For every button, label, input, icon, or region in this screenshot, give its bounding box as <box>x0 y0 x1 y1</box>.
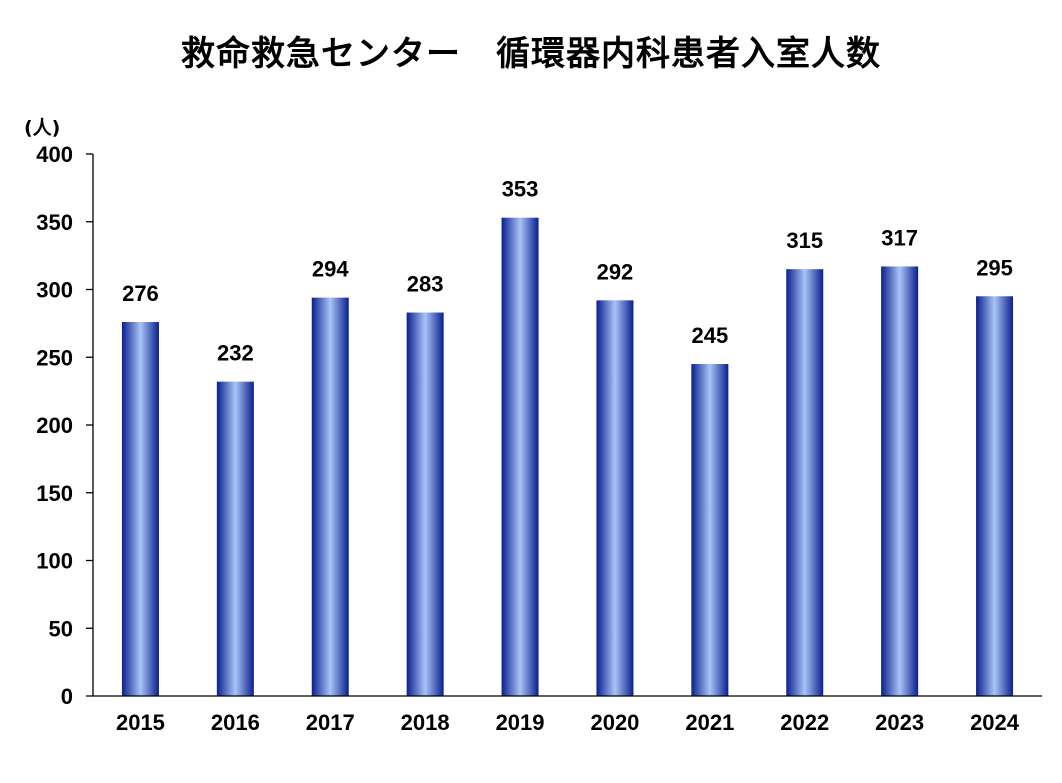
data-label-2017: 294 <box>312 257 349 282</box>
x-tick-label-2016: 2016 <box>211 710 260 735</box>
bar-2015 <box>121 322 159 696</box>
x-tick-label-2018: 2018 <box>401 710 450 735</box>
bar-2021 <box>691 364 729 696</box>
data-label-2021: 245 <box>691 323 728 348</box>
x-tick-label-2024: 2024 <box>970 710 1020 735</box>
y-tick-label: 0 <box>61 684 73 709</box>
data-label-2023: 317 <box>881 225 918 250</box>
y-tick-label: 250 <box>36 345 73 370</box>
bar-2022 <box>786 269 824 696</box>
y-axis: 0 50 100 150 200 250 300 350 400 <box>36 142 94 709</box>
x-tick-label-2021: 2021 <box>685 710 734 735</box>
data-label-2015: 276 <box>122 281 159 306</box>
bars: 276 232 294 283 353 292 245 315 317 295 <box>121 177 1014 696</box>
y-tick-label: 150 <box>36 481 73 506</box>
data-label-2020: 292 <box>597 259 634 284</box>
data-label-2019: 353 <box>502 177 539 202</box>
bar-2020 <box>596 300 634 696</box>
x-tick-label-2015: 2015 <box>116 710 165 735</box>
y-tick-label: 100 <box>36 549 73 574</box>
x-tick-label-2017: 2017 <box>306 710 355 735</box>
y-tick-label: 200 <box>36 413 73 438</box>
y-tick-label: 300 <box>36 278 73 303</box>
y-axis-unit-label: (人) <box>24 117 60 139</box>
chart-title: 救命救急センター 循環器内科患者入室人数 <box>181 34 881 74</box>
bar-2018 <box>406 312 444 696</box>
x-tick-label-2020: 2020 <box>590 710 639 735</box>
x-tick-label-2023: 2023 <box>875 710 924 735</box>
bar-2023 <box>881 266 919 696</box>
data-label-2024: 295 <box>976 255 1013 280</box>
bar-2024 <box>976 296 1014 696</box>
data-label-2022: 315 <box>786 228 823 253</box>
bar-2019 <box>501 217 539 696</box>
y-tick-label: 50 <box>49 616 73 641</box>
bar-2016 <box>216 381 254 696</box>
x-tick-label-2022: 2022 <box>780 710 829 735</box>
data-label-2016: 232 <box>217 341 254 366</box>
y-tick-label: 400 <box>36 142 73 167</box>
y-tick-label: 350 <box>36 210 73 235</box>
x-axis: 2015 2016 2017 2018 2019 2020 2021 2022 2023 2024 <box>93 695 1042 735</box>
data-label-2018: 283 <box>407 272 444 297</box>
x-tick-label-2019: 2019 <box>496 710 545 735</box>
bar-2017 <box>311 297 349 696</box>
